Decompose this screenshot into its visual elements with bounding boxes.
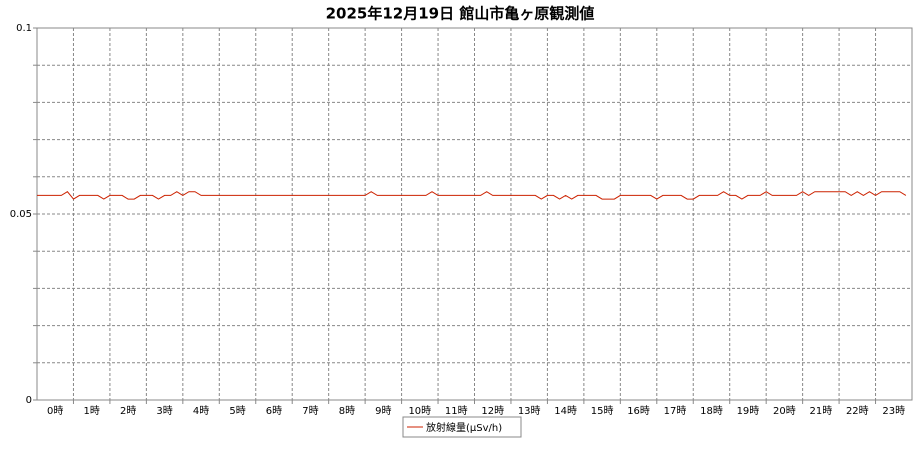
x-tick-label: 13時 bbox=[518, 405, 541, 417]
legend-box bbox=[402, 416, 522, 438]
x-tick-label: 0時 bbox=[47, 405, 63, 417]
x-tick-label: 22時 bbox=[846, 405, 869, 417]
x-tick-label: 7時 bbox=[302, 405, 318, 417]
y-tick-label: 0.1 bbox=[16, 23, 32, 34]
x-tick-label: 8時 bbox=[339, 405, 355, 417]
x-tick-label: 11時 bbox=[445, 405, 468, 417]
y-tick-label: 0 bbox=[26, 395, 32, 406]
x-tick-label: 1時 bbox=[84, 405, 100, 417]
x-tick-label: 15時 bbox=[591, 405, 614, 417]
x-tick-label: 21時 bbox=[809, 405, 832, 417]
x-tick-label: 6時 bbox=[266, 405, 282, 417]
x-tick-label: 12時 bbox=[481, 405, 504, 417]
x-tick-label: 16時 bbox=[627, 405, 650, 417]
x-tick-label: 3時 bbox=[156, 405, 172, 417]
x-tick-label: 5時 bbox=[229, 405, 245, 417]
plot-border bbox=[36, 27, 913, 401]
y-tick-label: 0.05 bbox=[10, 209, 32, 220]
x-tick-label: 23時 bbox=[882, 405, 905, 417]
x-tick-label: 18時 bbox=[700, 405, 723, 417]
x-tick-label: 9時 bbox=[375, 405, 391, 417]
x-tick-label: 14時 bbox=[554, 405, 577, 417]
x-tick-label: 19時 bbox=[737, 405, 760, 417]
data-line bbox=[37, 191, 907, 200]
x-tick-label: 4時 bbox=[193, 405, 209, 417]
legend-label: 放射線量(μSv/h) bbox=[426, 421, 502, 434]
chart-title: 2025年12月19日 館山市亀ヶ原観測値 bbox=[326, 5, 595, 23]
x-tick-label: 20時 bbox=[773, 405, 796, 417]
x-tick-label: 2時 bbox=[120, 405, 136, 417]
x-tick-label: 10時 bbox=[408, 405, 431, 417]
x-tick-label: 17時 bbox=[664, 405, 687, 417]
